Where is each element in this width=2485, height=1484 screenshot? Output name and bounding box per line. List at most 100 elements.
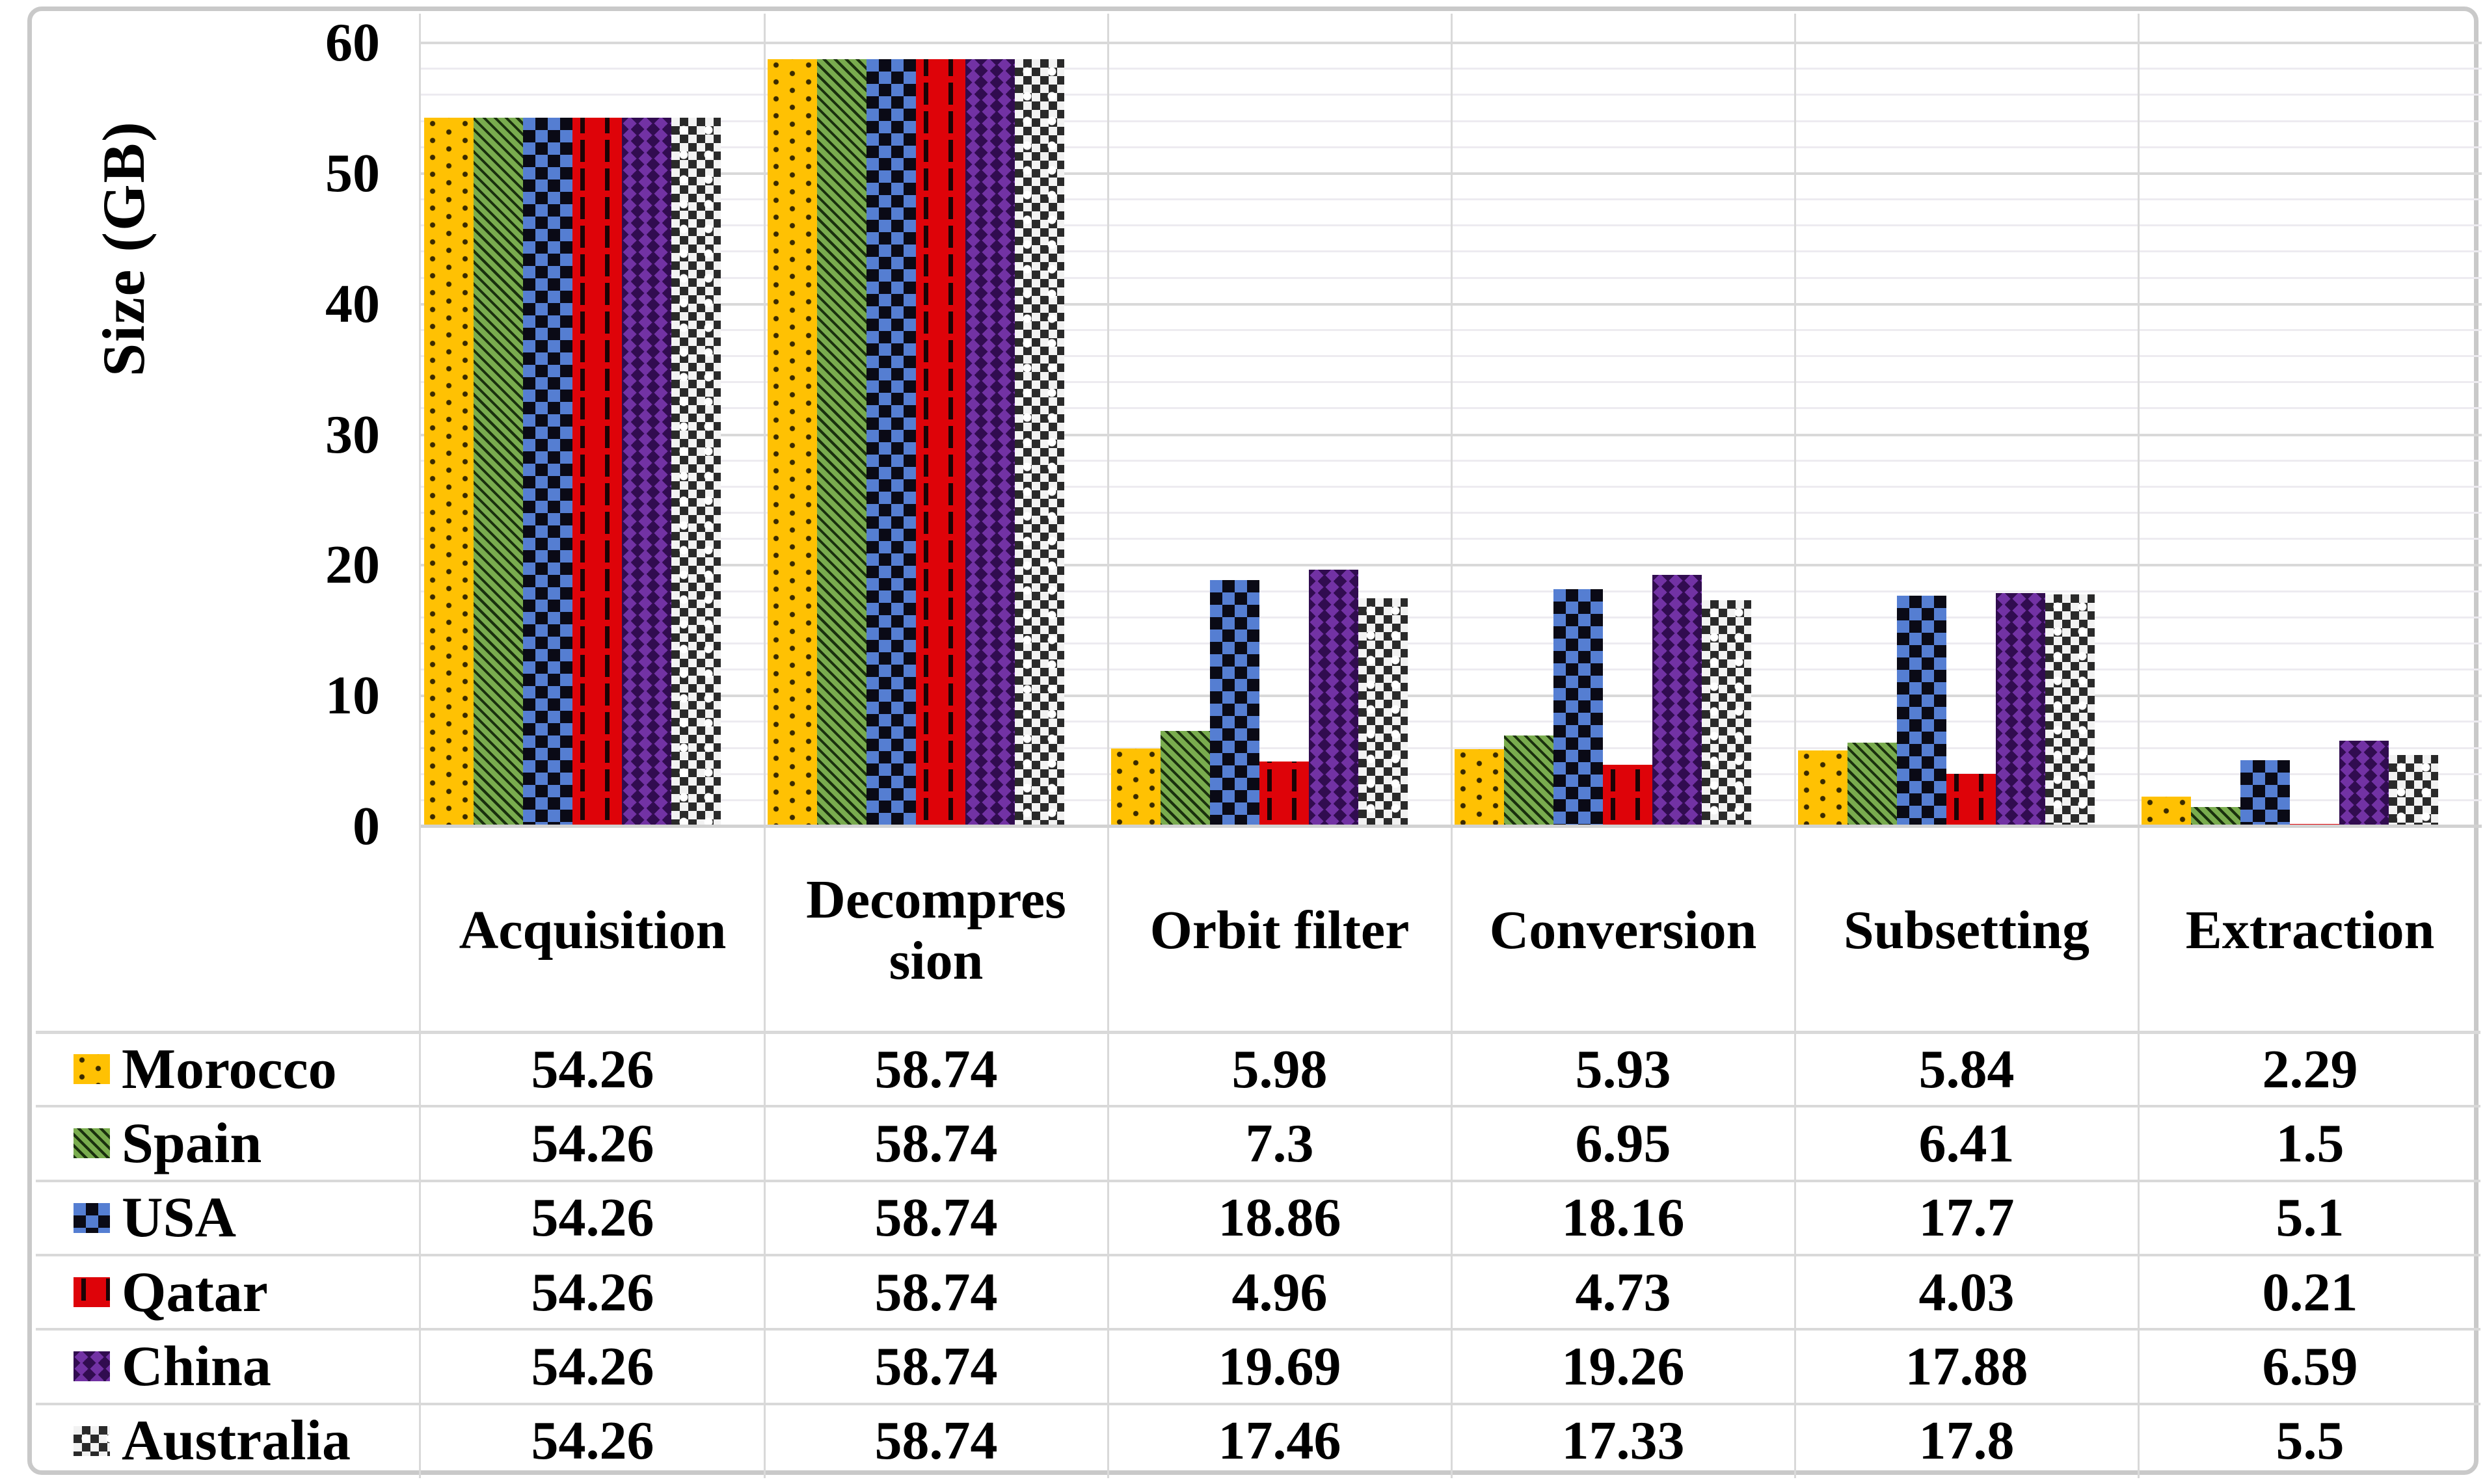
y-tick-label-40: 40 — [325, 273, 380, 334]
table-value-australia-orbit-filter: 17.46 — [1218, 1411, 1341, 1472]
bar-usa-decompression — [866, 59, 916, 827]
bar-morocco-extraction — [2142, 797, 2191, 827]
table-value-china-decompression: 58.74 — [874, 1336, 998, 1397]
y-tick-label-30: 30 — [325, 404, 380, 465]
table-value-morocco-orbit-filter: 5.98 — [1231, 1039, 1328, 1100]
legend-item-australia: Australia — [74, 1404, 438, 1478]
legend-swatch-usa-icon — [74, 1202, 110, 1233]
table-value-morocco-decompression: 58.74 — [874, 1039, 998, 1100]
legend-item-morocco: Morocco — [74, 1032, 438, 1106]
table-value-australia-extraction: 5.5 — [2276, 1411, 2344, 1472]
table-value-australia-conversion: 17.33 — [1561, 1411, 1685, 1472]
bar-australia-orbit-filter — [1358, 598, 1408, 827]
legend-label-china: China — [122, 1334, 271, 1398]
category-label-line: Orbit filter — [1149, 899, 1410, 961]
bar-qatar-conversion — [1603, 765, 1652, 827]
column-separator-4 — [1794, 14, 1796, 1478]
table-value-spain-extraction: 1.5 — [2276, 1113, 2344, 1174]
table-value-usa-subsetting: 17.7 — [1918, 1187, 2015, 1249]
table-value-usa-orbit-filter: 18.86 — [1218, 1187, 1341, 1249]
table-row-border-2 — [36, 1179, 2480, 1182]
legend-label-usa: USA — [122, 1186, 237, 1250]
table-value-morocco-extraction: 2.29 — [2262, 1039, 2358, 1100]
category-label-acquisition: Acquisition — [421, 829, 764, 1032]
table-value-morocco-conversion: 5.93 — [1575, 1039, 1671, 1100]
category-label-line: Extraction — [2185, 899, 2435, 961]
table-value-china-extraction: 6.59 — [2262, 1336, 2358, 1397]
table-value-morocco-acquisition: 54.26 — [531, 1039, 654, 1100]
table-value-china-acquisition: 54.26 — [531, 1336, 654, 1397]
legend-label-qatar: Qatar — [122, 1260, 268, 1324]
bar-china-orbit-filter — [1309, 570, 1358, 827]
legend-item-china: China — [74, 1329, 438, 1403]
table-value-qatar-orbit-filter: 4.96 — [1231, 1262, 1328, 1323]
bar-morocco-conversion — [1455, 749, 1504, 827]
legend-label-morocco: Morocco — [122, 1037, 337, 1101]
bar-china-decompression — [965, 59, 1015, 827]
legend-item-qatar: Qatar — [74, 1255, 438, 1329]
category-label-extraction: Extraction — [2138, 829, 2482, 1032]
column-separator-0 — [419, 14, 421, 1478]
y-axis-title: Size (GB) — [90, 120, 157, 377]
bar-spain-subsetting — [1847, 743, 1897, 827]
bar-morocco-decompression — [768, 59, 817, 827]
table-value-australia-decompression: 58.74 — [874, 1411, 998, 1472]
legend-swatch-china-icon — [74, 1351, 110, 1382]
table-value-qatar-decompression: 58.74 — [874, 1262, 998, 1323]
category-label-line: Subsetting — [1843, 899, 2090, 961]
bar-spain-orbit-filter — [1161, 731, 1210, 827]
category-label-decompression: Decompres sion — [764, 829, 1108, 1032]
table-value-australia-acquisition: 54.26 — [531, 1411, 654, 1472]
bar-spain-extraction — [2191, 807, 2240, 827]
table-row-border-0 — [36, 1031, 2480, 1034]
category-label-line: Acquisition — [459, 899, 727, 961]
bar-china-extraction — [2339, 741, 2389, 827]
bar-qatar-subsetting — [1946, 774, 1996, 827]
bar-australia-decompression — [1015, 59, 1064, 827]
table-value-qatar-subsetting: 4.03 — [1918, 1262, 2015, 1323]
x-axis-baseline — [421, 825, 2482, 828]
table-row-border-4 — [36, 1328, 2480, 1331]
y-tick-label-60: 60 — [325, 12, 380, 73]
bar-qatar-decompression — [916, 59, 965, 827]
bar-morocco-subsetting — [1798, 750, 1847, 827]
bar-australia-extraction — [2389, 755, 2438, 827]
bar-usa-conversion — [1553, 589, 1603, 827]
category-label-line: sion — [889, 931, 984, 991]
table-value-usa-decompression: 58.74 — [874, 1187, 998, 1249]
y-tick-label-50: 50 — [325, 142, 380, 204]
y-tick-label-10: 10 — [325, 665, 380, 726]
legend-swatch-qatar-icon — [74, 1277, 110, 1308]
legend-swatch-morocco-icon — [74, 1054, 110, 1085]
bar-australia-conversion — [1702, 600, 1751, 827]
table-value-spain-conversion: 6.95 — [1575, 1113, 1671, 1174]
legend-item-usa: USA — [74, 1181, 438, 1255]
table-value-qatar-conversion: 4.73 — [1575, 1262, 1671, 1323]
column-separator-2 — [1107, 14, 1109, 1478]
category-label-subsetting: Subsetting — [1795, 829, 2138, 1032]
table-row-border-3 — [36, 1253, 2480, 1256]
chart-frame: Size (GB) 60 50 40 30 20 10 0 Acquisition Decom… — [27, 7, 2482, 1478]
table-value-china-orbit-filter: 19.69 — [1218, 1336, 1341, 1397]
table-value-usa-extraction: 5.1 — [2276, 1187, 2344, 1249]
table-value-spain-subsetting: 6.41 — [1918, 1113, 2015, 1174]
bar-qatar-acquisition — [572, 118, 622, 827]
column-separator-5 — [2138, 14, 2140, 1478]
bar-china-conversion — [1652, 575, 1702, 827]
bar-australia-acquisition — [671, 118, 721, 827]
legend-swatch-australia-icon — [74, 1425, 110, 1456]
bar-australia-subsetting — [2045, 594, 2095, 827]
table-value-morocco-subsetting: 5.84 — [1918, 1039, 2015, 1100]
table-value-usa-acquisition: 54.26 — [531, 1187, 654, 1249]
bar-china-acquisition — [622, 118, 671, 827]
table-value-spain-orbit-filter: 7.3 — [1245, 1113, 1314, 1174]
bar-qatar-orbit-filter — [1259, 762, 1309, 827]
column-separator-1 — [764, 14, 766, 1478]
bar-spain-acquisition — [474, 118, 523, 827]
table-value-spain-decompression: 58.74 — [874, 1113, 998, 1174]
table-value-spain-acquisition: 54.26 — [531, 1113, 654, 1174]
bar-china-subsetting — [1996, 593, 2045, 827]
table-value-china-subsetting: 17.88 — [1905, 1336, 2028, 1397]
bar-usa-orbit-filter — [1210, 580, 1259, 827]
category-label-line: Decompres — [806, 869, 1066, 930]
